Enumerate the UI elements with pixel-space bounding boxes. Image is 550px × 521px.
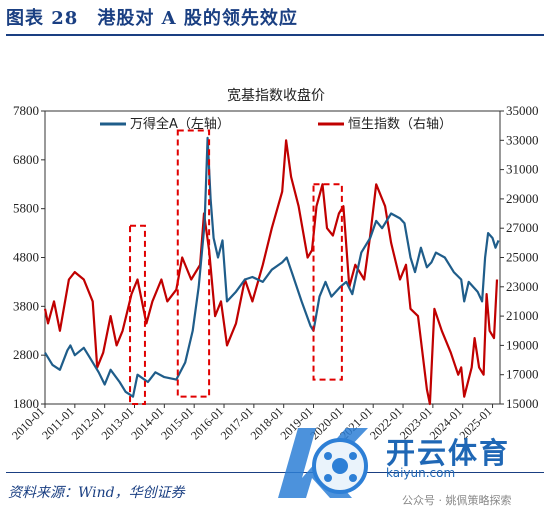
- watermark-site: kaiyun.com: [386, 466, 456, 480]
- highlight-boxes: [129, 129, 343, 405]
- right-tick-label: 15000: [506, 396, 539, 411]
- left-tick-label: 6800: [13, 152, 39, 167]
- right-tick-label: 19000: [506, 337, 539, 352]
- left-tick-label: 4800: [13, 250, 39, 265]
- figure-title: 图表 28 港股对 A 股的领先效应: [6, 8, 298, 29]
- right-tick-label: 33000: [506, 132, 539, 147]
- left-y-axis: 1800 2800 3800 4800 5800 6800 7800: [13, 103, 45, 411]
- left-tick-label: 1800: [13, 396, 39, 411]
- right-tick-label: 25000: [506, 250, 539, 265]
- right-tick-label: 35000: [506, 103, 539, 118]
- right-tick-label: 27000: [506, 220, 539, 235]
- source-note: 资料来源：Wind，华创证券: [8, 485, 185, 501]
- left-tick-label: 2800: [13, 347, 39, 362]
- x-tick-label: 2015-01: [158, 404, 196, 442]
- x-tick-label: 2013-01: [98, 404, 136, 442]
- right-y-axis: 15000 17000 19000 21000 23000 25000 27000 29000…: [500, 103, 539, 411]
- watermark-brand: 开云体育: [386, 436, 511, 470]
- right-tick-label: 31000: [506, 162, 539, 177]
- title-divider: [6, 34, 544, 36]
- highlight-box: [176, 129, 211, 398]
- x-tick-label: 2017-01: [218, 404, 256, 442]
- right-tick-label: 29000: [506, 191, 539, 206]
- kaiyun-logo-icon: [278, 428, 368, 498]
- right-tick-label: 17000: [506, 367, 539, 382]
- left-tick-label: 3800: [13, 298, 39, 313]
- legend: 万得全A（左轴） 恒生指数（右轴）: [100, 116, 452, 132]
- x-tick-label: 2014-01: [128, 404, 166, 442]
- legend-label-wind: 万得全A（左轴）: [130, 116, 230, 132]
- chart-title: 宽基指数收盘价: [227, 87, 325, 104]
- right-tick-label: 23000: [506, 279, 539, 294]
- series-line-hang-seng: [43, 139, 499, 406]
- series-layer: [43, 136, 500, 406]
- highlight-box: [129, 224, 146, 405]
- watermark-wechat: 公众号 · 姚佩策略探索: [402, 494, 512, 507]
- legend-label-hsi: 恒生指数（右轴）: [348, 117, 452, 132]
- right-tick-label: 21000: [506, 308, 539, 323]
- x-tick-label: 2012-01: [69, 404, 107, 442]
- left-tick-label: 5800: [13, 201, 39, 216]
- series-line-wind-all-a: [44, 136, 500, 398]
- source-divider: [6, 472, 544, 473]
- highlight-box: [312, 183, 343, 381]
- left-tick-label: 7800: [13, 103, 39, 118]
- x-tick-label: 2016-01: [188, 404, 226, 442]
